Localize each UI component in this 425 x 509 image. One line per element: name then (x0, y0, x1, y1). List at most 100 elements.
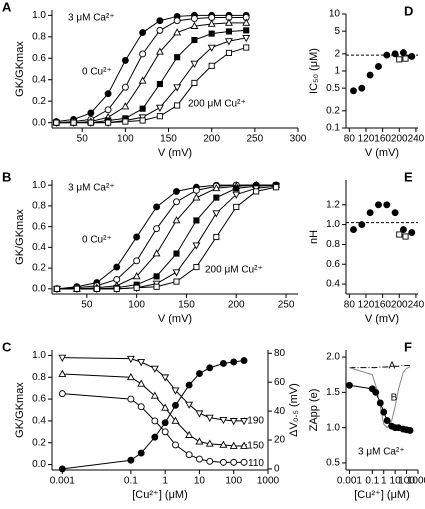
data-point (195, 370, 203, 378)
data-point (172, 216, 181, 224)
data-point (133, 284, 140, 291)
y-tick-label: 2 (334, 48, 340, 59)
y-tick-label: 0.4 (32, 242, 46, 253)
data-point (173, 17, 181, 25)
y-tick-label: 1.5 (326, 387, 340, 398)
x-tick-label: 300 (290, 134, 307, 145)
data-point (243, 27, 250, 34)
panel-label: D (404, 3, 413, 18)
data-point (240, 418, 249, 426)
x-tick-label: 120 (358, 300, 375, 311)
data-point (133, 257, 141, 265)
y-axis-label: GK/GKmax (14, 41, 26, 97)
data-point (233, 203, 240, 210)
y2-tick-label: 40 (274, 406, 286, 417)
data-point (213, 194, 220, 201)
x-tick-label: 160 (374, 300, 391, 311)
panel-label: F (404, 339, 412, 354)
annotation: 3 μM Ca²⁺ (68, 183, 115, 194)
y-tick-label: 0.5 (326, 458, 340, 469)
data-point (93, 285, 100, 292)
data-point (396, 56, 403, 63)
data-point (208, 30, 215, 37)
panel-label: C (2, 339, 12, 354)
y2-tick-label: 80 (274, 348, 286, 359)
data-point (73, 285, 80, 292)
data-point (132, 272, 141, 280)
data-point (207, 44, 216, 52)
y-axis-label: GK/GKmax (14, 382, 26, 438)
y-tick-label: 1.0 (326, 219, 340, 230)
y-tick-label: 0.4 (32, 416, 46, 427)
data-point (345, 381, 353, 389)
series-line (349, 366, 411, 429)
data-point (195, 410, 204, 418)
y-tick-label: 1.2 (326, 199, 340, 210)
annotation: 200 μM Cu²⁺ (188, 99, 246, 110)
data-point (195, 455, 203, 463)
y-axis-label: GK/GKmax (14, 209, 26, 265)
data-point (375, 201, 382, 209)
data-point (138, 76, 147, 84)
data-point (383, 201, 391, 209)
y-tick-label: 0.1 (326, 123, 340, 134)
y-axis-label: ZApp (e) (308, 389, 320, 432)
data-point (229, 418, 238, 426)
annotation: +110 (242, 458, 264, 469)
x-tick-label: 240 (408, 300, 425, 311)
data-point (391, 209, 399, 217)
data-point (113, 285, 120, 292)
x-tick-label: 160 (374, 134, 391, 145)
data-point (185, 451, 193, 459)
data-point (219, 359, 227, 367)
x-tick-label: 150 (160, 134, 177, 145)
data-point (212, 210, 221, 218)
data-point (127, 395, 135, 403)
x-axis-label: V (mV) (365, 313, 399, 325)
x-tick-label: 0.1 (365, 476, 379, 487)
panel-label: A (2, 0, 12, 14)
data-point (153, 203, 161, 211)
y-tick-label: 0.2 (326, 105, 340, 116)
data-point (185, 401, 194, 409)
panel-label: B (2, 169, 11, 184)
y2-tick-label: 20 (274, 435, 286, 446)
data-point (155, 104, 164, 112)
data-point (58, 465, 66, 473)
data-point (172, 269, 181, 277)
annotation: 0 Cu²⁺ (82, 235, 112, 246)
data-point (391, 50, 399, 58)
data-point (195, 437, 204, 445)
annotation: 200 μM Cu²⁺ (205, 265, 263, 276)
y-tick-label: 0.4 (32, 74, 46, 85)
data-point (151, 417, 159, 425)
data-point (137, 359, 146, 367)
data-point (161, 403, 170, 411)
panel-label: E (404, 169, 413, 184)
data-point (87, 119, 94, 126)
data-point (408, 52, 416, 60)
data-point (240, 357, 248, 364)
data-point (366, 71, 374, 79)
y-tick-label: 0.5 (326, 83, 340, 94)
data-point (161, 419, 169, 427)
data-point (156, 113, 163, 120)
annotation: +150 (241, 441, 264, 452)
data-point (173, 198, 180, 206)
data-point (358, 221, 366, 229)
data-point (205, 439, 214, 447)
x-tick-label: 1000 (407, 476, 425, 487)
data-point (396, 231, 403, 238)
annotation: 3 μM Ca²⁺ (358, 447, 405, 458)
x-tick-label: 1 (381, 476, 387, 487)
y-tick-label: 0.0 (32, 117, 46, 128)
x-tick-label: 1 (162, 476, 168, 487)
y-tick-label: 0.2 (32, 96, 46, 107)
x-axis-label: V (mV) (158, 147, 192, 159)
data-point (406, 427, 414, 434)
x-tick-label: 100 (117, 134, 134, 145)
data-point (191, 36, 198, 44)
data-point (191, 79, 198, 86)
y-tick-label: 0.2 (32, 437, 46, 448)
x-tick-label: 200 (228, 300, 245, 311)
